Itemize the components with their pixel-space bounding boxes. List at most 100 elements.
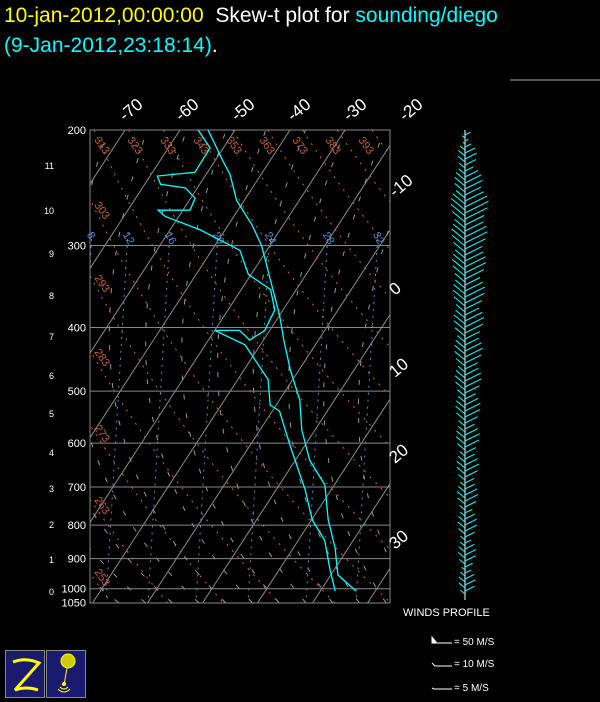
wind-barb <box>458 156 465 162</box>
dry-adiabat-label: 353 <box>224 135 244 157</box>
isotherm-right-label: 0 <box>385 278 404 299</box>
wind-barb <box>456 359 465 366</box>
mixing-ratio-line <box>356 232 378 603</box>
wind-barb <box>458 486 465 492</box>
wind-barb <box>465 201 488 213</box>
pressure-tick-label: 500 <box>68 386 86 398</box>
wind-barb <box>465 540 471 543</box>
mixing-ratio-label: 24 <box>262 230 279 247</box>
wind-barb <box>465 549 476 555</box>
wind-barb <box>465 398 478 405</box>
dry-adiabat-label: 393 <box>356 135 376 157</box>
dewpoint-profile <box>157 130 335 591</box>
dry-adiabat <box>337 130 600 603</box>
wind-barb <box>457 467 465 474</box>
z-logo-icon <box>6 651 44 697</box>
wind-barb <box>460 452 465 456</box>
wind-barb <box>457 461 465 468</box>
z-logo-button[interactable] <box>5 650 45 698</box>
wind-barb <box>460 590 465 594</box>
wind-barb <box>456 401 465 408</box>
wind-barb <box>465 338 479 345</box>
dry-adiabat-label: 373 <box>290 135 310 157</box>
wind-barb <box>465 403 480 411</box>
wind-barb <box>457 336 465 342</box>
wind-barb <box>456 437 465 444</box>
height-tick-label: 8 <box>49 291 54 301</box>
wind-barb <box>454 242 465 252</box>
wind-barb <box>459 577 465 582</box>
isotherm-top-label: -70 <box>115 95 146 125</box>
height-tick-label: 0 <box>49 587 54 597</box>
dry-adiabat <box>302 130 600 603</box>
wind-barb <box>465 409 480 417</box>
wind-barb <box>465 263 486 273</box>
wind-barb <box>465 489 477 495</box>
wind-barb <box>465 239 486 249</box>
wind-barb <box>465 226 486 237</box>
wind-barb <box>459 583 465 588</box>
wind-barb <box>465 368 478 375</box>
wind-barb <box>465 464 479 471</box>
isotherm-top-label: -20 <box>395 95 426 125</box>
height-tick-label: 2 <box>49 520 54 530</box>
isotherm <box>423 130 600 603</box>
wind-barb <box>465 167 473 171</box>
isotherm <box>93 130 400 603</box>
height-tick-label: 4 <box>49 448 54 458</box>
dry-adiabat-label: 323 <box>125 135 145 157</box>
dry-adiabat <box>0 130 56 603</box>
mixing-ratio-label: 12 <box>120 230 137 247</box>
wind-barb <box>452 211 465 222</box>
wind-barb <box>465 434 480 441</box>
wind-barb <box>465 332 480 339</box>
wind-barb <box>460 542 465 546</box>
wind-barb <box>465 171 478 177</box>
dry-adiabat <box>164 130 558 603</box>
mixing-ratio-label: 32 <box>370 230 387 247</box>
wind-barb <box>456 371 465 378</box>
wind-barb <box>465 519 477 525</box>
isotherm-right-label: 30 <box>385 526 412 553</box>
moist-adiabat <box>182 130 279 603</box>
wind-barb <box>462 567 465 570</box>
wind-barb <box>454 284 465 294</box>
pressure-tick-label: 900 <box>68 554 86 566</box>
wind-barb <box>465 484 475 489</box>
wind-barb <box>465 544 474 549</box>
isotherm <box>258 130 565 603</box>
isotherm <box>203 130 510 603</box>
isotherm <box>478 130 600 603</box>
moist-adiabat <box>324 130 386 603</box>
balloon-icon <box>47 651 85 697</box>
wind-barb <box>460 512 465 516</box>
wind-barb <box>457 492 465 498</box>
height-tick-label: 9 <box>49 249 54 259</box>
dry-adiabat-label: 273 <box>92 423 112 445</box>
wind-barb <box>465 532 474 537</box>
dry-adiabat <box>0 130 223 603</box>
wind-barb <box>456 413 465 420</box>
wind-barb <box>456 191 465 198</box>
height-tick-label: 6 <box>49 371 54 381</box>
dry-adiabat <box>268 130 600 603</box>
dry-adiabat <box>233 130 600 603</box>
wind-barb <box>465 459 478 465</box>
wind-barb <box>465 424 475 429</box>
pressure-tick-label: 400 <box>68 323 86 335</box>
wind-barb <box>465 153 477 159</box>
wind-barb <box>465 394 476 399</box>
wind-barb <box>465 440 479 447</box>
balloon-logo-button[interactable] <box>46 650 86 698</box>
wind-barb <box>465 148 475 153</box>
wind-barb <box>458 150 465 156</box>
wind-barb <box>465 509 472 513</box>
wind-barb <box>465 287 485 297</box>
isotherm-top-label: -30 <box>339 95 370 125</box>
wind-barb <box>465 318 484 327</box>
moist-adiabat <box>73 130 199 603</box>
wind-barb <box>452 235 465 246</box>
wind-barb <box>460 572 465 576</box>
pressure-tick-label: 200 <box>68 125 86 137</box>
